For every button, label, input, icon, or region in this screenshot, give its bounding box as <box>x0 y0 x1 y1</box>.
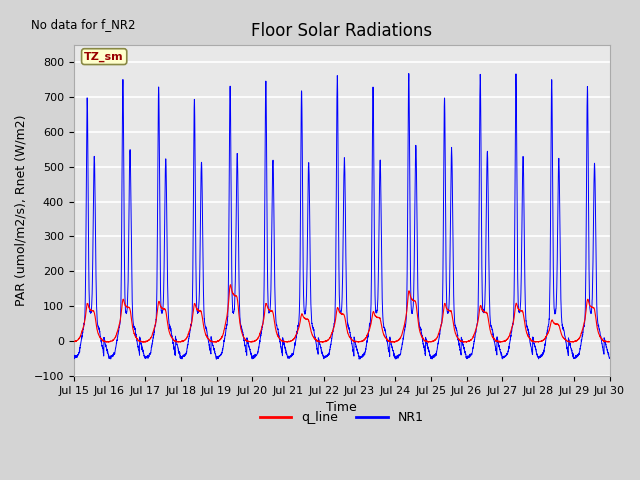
Text: TZ_sm: TZ_sm <box>84 51 124 62</box>
Title: Floor Solar Radiations: Floor Solar Radiations <box>251 22 432 40</box>
Text: No data for f_NR2: No data for f_NR2 <box>31 18 135 31</box>
Legend: q_line, NR1: q_line, NR1 <box>255 406 429 429</box>
Y-axis label: PAR (umol/m2/s), Rnet (W/m2): PAR (umol/m2/s), Rnet (W/m2) <box>15 115 28 306</box>
X-axis label: Time: Time <box>326 401 357 414</box>
